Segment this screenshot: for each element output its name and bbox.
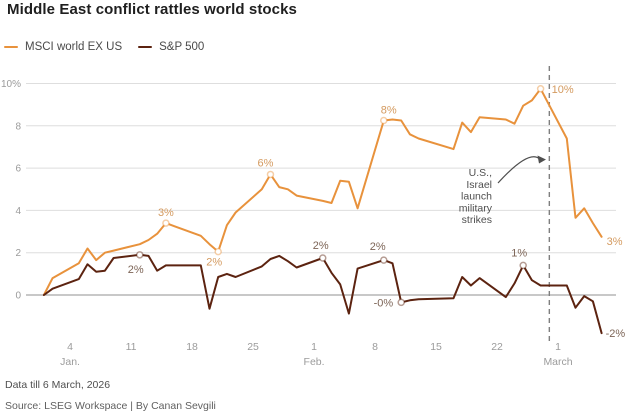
- gridlines: 10% 8 6 4 2 0: [1, 79, 616, 302]
- x-axis-tick-label: 11: [126, 341, 137, 353]
- y-axis-tick-label: 8: [15, 121, 21, 132]
- x-axis-month-label: Feb.: [304, 356, 325, 368]
- data-point-marker: [380, 116, 388, 125]
- data-point-label: 2%: [313, 240, 329, 252]
- annotation-line: military: [459, 202, 493, 214]
- y-axis-tick-label: 10%: [1, 79, 21, 90]
- x-axis-tick-label: 15: [430, 341, 442, 353]
- page-title: Middle East conflict rattles world stock…: [7, 1, 298, 18]
- data-point-label: 3%: [607, 236, 623, 248]
- data-point-label: 2%: [206, 257, 222, 269]
- annotation-line: launch: [461, 191, 492, 203]
- data-point-marker: [519, 261, 527, 270]
- msci-series: 3% 2% 6% 8% 10% 3%: [42, 84, 623, 296]
- source-line: Source: LSEG Workspace | By Canan Sevgil…: [5, 400, 216, 412]
- data-point-marker: [214, 247, 222, 256]
- data-point-label: -2%: [606, 328, 626, 340]
- msci-line: [42, 87, 603, 296]
- y-axis-tick-label: 2: [15, 248, 21, 259]
- x-axis-tick-label: 1: [311, 341, 317, 353]
- legend-label-msci: MSCI world EX US: [25, 41, 123, 53]
- x-axis-tick-label: 25: [247, 341, 259, 353]
- data-point-label: 10%: [552, 84, 574, 96]
- x-axis-tick-label: 22: [491, 341, 503, 353]
- legend-swatch-msci: [4, 45, 18, 49]
- annotation-arrow: [497, 156, 540, 184]
- x-axis-month-label: Jan.: [60, 356, 80, 368]
- annotation-line: strikes: [462, 214, 492, 226]
- data-point-label: -0%: [374, 297, 394, 309]
- data-point-label: 6%: [258, 157, 274, 169]
- data-point-marker: [162, 219, 170, 227]
- spx-line: [42, 253, 603, 335]
- annotation-line: Israel: [466, 179, 492, 191]
- legend-label-spx: S&P 500: [159, 41, 205, 53]
- y-axis-tick-label: 0: [15, 291, 21, 302]
- y-axis-tick-label: 4: [15, 206, 21, 217]
- annotation-line: U.S.,: [469, 167, 492, 179]
- chart-legend: MSCI world EX US S&P 500: [4, 41, 204, 53]
- x-axis-tick-label: 1: [555, 341, 561, 353]
- data-point-marker: [266, 170, 275, 179]
- legend-swatch-spx: [138, 45, 153, 49]
- data-point-label: 2%: [128, 264, 144, 276]
- data-point-marker: [319, 254, 327, 262]
- data-point-marker: [136, 251, 144, 259]
- data-point-marker: [397, 298, 405, 307]
- data-point-label: 8%: [381, 105, 397, 117]
- y-axis-tick-label: 6: [15, 164, 21, 175]
- spx-series: 2% 2% 2% -0% 1% -2%: [42, 240, 626, 340]
- data-point-label: 1%: [511, 247, 527, 259]
- data-point-marker: [380, 256, 388, 264]
- x-axis-tick-label: 4: [67, 341, 73, 353]
- x-axis-month-label: March: [543, 356, 572, 368]
- x-axis-tick-label: 8: [372, 341, 378, 353]
- annotation-arrowhead: [537, 155, 546, 164]
- x-axis-tick-label: 18: [186, 341, 198, 353]
- data-note: Data till 6 March, 2026: [5, 379, 111, 391]
- data-point-label: 3%: [158, 207, 174, 219]
- data-point-label: 2%: [370, 241, 386, 253]
- data-point-marker: [536, 85, 545, 93]
